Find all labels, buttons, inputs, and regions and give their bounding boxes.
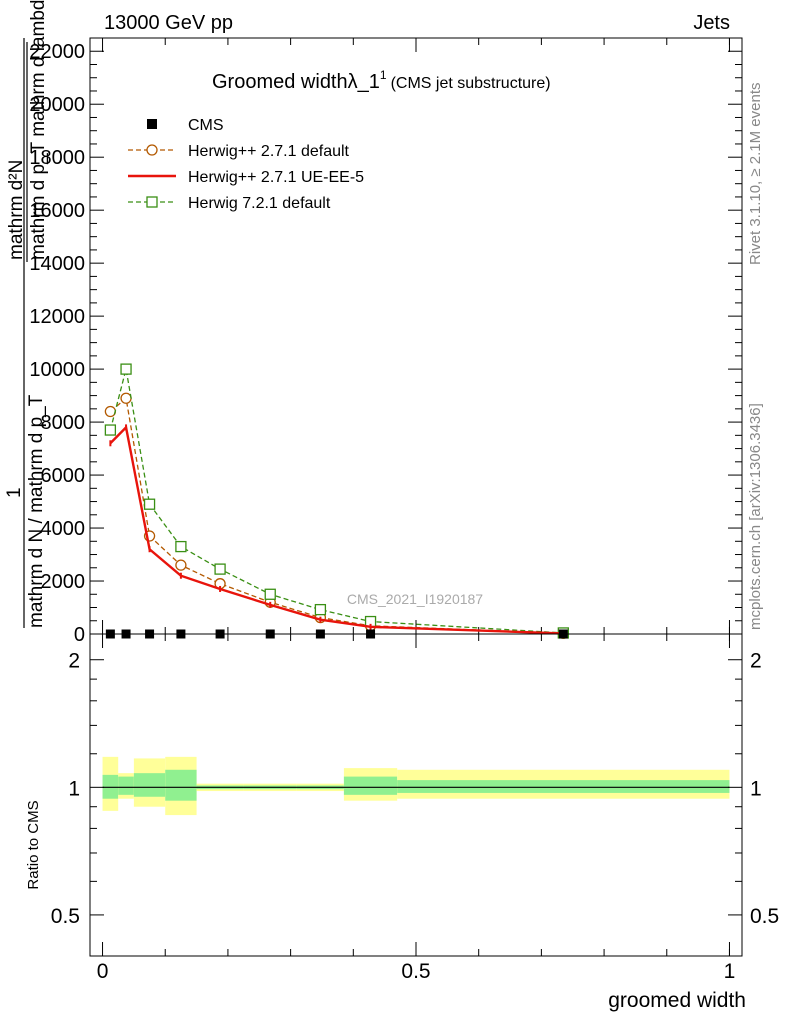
header-left: 13000 GeV pp (104, 12, 233, 34)
main-title: Groomed widthλ_11 (CMS jet substructure) (212, 68, 551, 93)
main-title-text: Groomed widthλ_1 (212, 71, 380, 93)
point-herwig-7-2-1-default (214, 563, 226, 575)
legend-label-herwig-7-2-1-default: Herwig 7.2.1 default (188, 195, 331, 212)
main-y-tick-label: 6000 (41, 465, 86, 487)
y-label-outer-denom: mathrm d N / mathrm d p_T (26, 394, 47, 628)
main-series (104, 363, 569, 639)
ratio-y-label: Ratio to CMS (25, 800, 42, 889)
point-herwig-7-2-1-default (143, 498, 156, 510)
main-title-sup: 1 (380, 68, 387, 82)
main-y-tick-label: 14000 (29, 253, 85, 275)
main-panel: 0 2000 4000 6000 8000 10000 12000 14000 16000 180… (29, 37, 743, 646)
ratio-y-tick-label: 0.5 (51, 905, 80, 928)
series-line-herwig-2-7-1-default (109, 397, 564, 634)
main-y-tick-label: 10000 (29, 359, 85, 381)
y-label-denom: mathrm d p_T mathrm d lambda (28, 0, 49, 260)
legend-label-herwig-2-7-1-default: Herwig++ 2.7.1 default (188, 143, 350, 160)
legend-label-cms: CMS (188, 117, 224, 134)
main-subtitle: (CMS jet substructure) (391, 75, 551, 92)
ratio-panel: 0.5 0.51 12 2 0 0.5 1 (51, 633, 779, 983)
main-y-tick-label: 0 (74, 624, 85, 646)
ratio-y-tick-label: 2 (68, 650, 80, 673)
main-y-tick-label: 8000 (41, 412, 86, 434)
main-y-tick-label: 22000 (29, 41, 85, 63)
series-line-herwig-7-2-1-default (109, 368, 564, 634)
ratio-x-tick-label: 0.5 (401, 960, 430, 983)
point-herwig-7-2-1-default (104, 424, 117, 436)
y-label-numer: mathrm d²N (6, 160, 27, 260)
main-y-tick-label: 20000 (29, 94, 85, 116)
ratio-x-tick-label: 0 (97, 960, 109, 983)
header-right: Jets (693, 12, 730, 34)
point-herwig-7-2-1-default (314, 603, 327, 616)
point-herwig-7-2-1-default (264, 588, 276, 600)
point-herwig-2-7-1-default (104, 405, 117, 418)
legend-marker-herwig-7-2-1-default (146, 196, 158, 208)
watermark: CMS_2021_I1920187 (347, 591, 483, 607)
legend-marker-cms (147, 119, 157, 129)
main-y-tick-label: 2000 (41, 571, 86, 593)
ratio-stat-band (165, 769, 197, 801)
ratio-stat-band (343, 776, 398, 795)
rivet-label: Rivet 3.1.10, ≥ 2.1M events (747, 83, 764, 266)
ratio-y-tick-label-right: 2 (750, 650, 762, 673)
mcplots-label: mcplots.cern.ch [arXiv:1306.3436] (747, 403, 764, 630)
ratio-stat-band (118, 776, 134, 795)
main-y-label: mathrm d²N mathrm d p_T mathrm d lambda … (4, 0, 49, 628)
main-y-ticks: 0 2000 4000 6000 8000 10000 12000 14000 16000 180… (29, 37, 742, 646)
point-herwig-7-2-1-default (120, 363, 132, 375)
ratio-y-tick-label: 1 (68, 777, 80, 800)
point-herwig-7-2-1-default (175, 540, 187, 553)
ratio-bands (102, 756, 730, 816)
main-y-tick-label: 18000 (29, 147, 85, 169)
x-axis-label: groomed width (608, 989, 746, 1012)
legend: CMS Herwig++ 2.7.1 default Herwig++ 2.7.1 … (128, 117, 364, 212)
legend-label-herwig-2-7-1-ue-ee-5: Herwig++ 2.7.1 UE-EE-5 (188, 169, 364, 186)
ratio-stat-band (133, 773, 166, 797)
point-herwig-2-7-1-default (120, 392, 132, 404)
ratio-y-ticks: 0.5 0.5 1 1 2 2 (51, 650, 779, 928)
ratio-x-ticks: 0 0.5 1 (97, 634, 736, 983)
point-herwig-2-7-1-default (175, 559, 187, 571)
main-y-tick-label: 12000 (29, 306, 85, 328)
series-line-herwig-2-7-1-ue-ee-5 (109, 424, 564, 635)
legend-marker-herwig-2-7-1-default (146, 144, 158, 156)
ratio-x-tick-label: 1 (724, 960, 736, 983)
ratio-y-tick-label-right: 1 (750, 777, 762, 800)
main-y-tick-label: 16000 (29, 200, 85, 222)
y-label-one: 1 (4, 487, 25, 498)
ratio-y-tick-label-right: 0.5 (750, 905, 779, 928)
main-y-tick-label: 4000 (41, 518, 86, 540)
ratio-stat-band (397, 780, 730, 793)
